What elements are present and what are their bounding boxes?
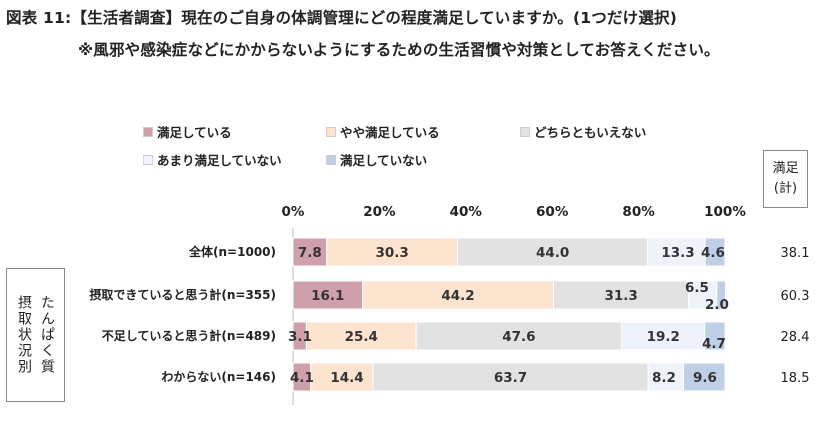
value-label: 47.6 xyxy=(502,329,535,345)
category-label: わからない(n=146) xyxy=(161,370,276,384)
category-label: 不足していると思う計(n=489) xyxy=(102,328,276,343)
bar-segment xyxy=(688,280,718,310)
value-label: 30.3 xyxy=(375,245,408,261)
bar-segment xyxy=(716,280,726,310)
bar-segment xyxy=(457,237,649,267)
value-label: 19.2 xyxy=(647,329,680,345)
category-label: 全体(n=1000) xyxy=(188,244,276,259)
value-label: 8.2 xyxy=(652,370,676,386)
bar-segment xyxy=(292,280,364,310)
legend-label: 満足していない xyxy=(340,153,428,168)
category-label: 摂取できていると思う計(n=355) xyxy=(89,287,276,302)
chart-subtitle: ※風邪や感染症などにかからないようにするための生活習慣や対策としてお答えください… xyxy=(78,41,720,59)
x-tick-label: 20% xyxy=(363,204,396,220)
legend-item-neutral: どちらともいえない xyxy=(520,122,646,141)
value-label: 25.4 xyxy=(345,329,378,345)
bar-segment xyxy=(305,321,417,351)
value-label: 4.6 xyxy=(701,245,725,261)
bar-segment xyxy=(704,237,726,267)
value-label: 44.2 xyxy=(441,288,474,304)
legend-label: あまり満足していない xyxy=(157,153,282,168)
value-label: 63.7 xyxy=(494,370,527,386)
legend-item-not-very-satisfied: あまり満足していない xyxy=(143,150,282,169)
bar-segment xyxy=(310,362,374,392)
value-label: 4.1 xyxy=(290,370,314,386)
legend-swatch xyxy=(326,154,336,165)
legend-swatch xyxy=(143,126,153,137)
bar-segment xyxy=(647,362,685,392)
value-label: 4.7 xyxy=(702,336,726,352)
value-label: 13.3 xyxy=(661,245,694,261)
group-label-line2: 摂取状況別 xyxy=(16,295,32,375)
total-header-line1: 満足 xyxy=(772,160,799,176)
bar-segment xyxy=(326,237,459,267)
bar-segment xyxy=(415,321,623,351)
legend-label: どちらともいえない xyxy=(534,125,647,140)
legend-label: やや満足している xyxy=(340,125,440,140)
x-tick-label: 80% xyxy=(622,204,655,220)
value-label: 31.3 xyxy=(604,288,637,304)
legend-item-not-satisfied: 満足していない xyxy=(326,150,427,169)
bar-segment xyxy=(362,280,554,310)
group-label-box: たんぱく質 摂取状況別 xyxy=(6,268,65,402)
total-value: 60.3 xyxy=(781,289,810,304)
value-label: 16.1 xyxy=(311,288,344,304)
legend-swatch xyxy=(143,154,153,165)
bar-segment xyxy=(292,237,328,267)
x-tick-label: 60% xyxy=(536,204,569,220)
total-value: 18.5 xyxy=(781,371,810,386)
value-label: 44.0 xyxy=(536,245,569,261)
group-label-line1: たんぱく質 xyxy=(39,295,55,375)
legend-swatch xyxy=(520,126,530,137)
value-label: 6.5 xyxy=(685,280,709,296)
bar-segment xyxy=(621,321,706,351)
legend-item-somewhat-satisfied: やや満足している xyxy=(326,122,440,141)
legend-item-satisfied: 満足している xyxy=(143,122,232,141)
x-tick-label: 100% xyxy=(704,204,746,220)
bar-segment xyxy=(372,362,649,392)
value-label: 3.1 xyxy=(288,329,312,345)
value-label: 9.6 xyxy=(693,370,717,386)
value-label: 7.8 xyxy=(298,245,322,261)
total-header: 満足 (計) xyxy=(763,150,808,208)
value-label: 14.4 xyxy=(330,370,363,386)
legend-label: 満足している xyxy=(157,125,232,140)
value-label: 2.0 xyxy=(705,297,729,313)
total-header-line2: (計) xyxy=(773,181,798,196)
total-value: 38.1 xyxy=(781,246,810,261)
bar-segment xyxy=(704,321,726,351)
legend-swatch xyxy=(326,126,336,137)
x-tick-label: 40% xyxy=(450,204,483,220)
total-value: 28.4 xyxy=(781,330,810,345)
bar-segment xyxy=(683,362,726,392)
bar-segment xyxy=(552,280,690,310)
x-tick-label: 0% xyxy=(282,204,305,220)
chart-title: 図表 11:【生活者調査】現在のご自身の体調管理にどの程度満足していますか。(1… xyxy=(6,9,678,27)
